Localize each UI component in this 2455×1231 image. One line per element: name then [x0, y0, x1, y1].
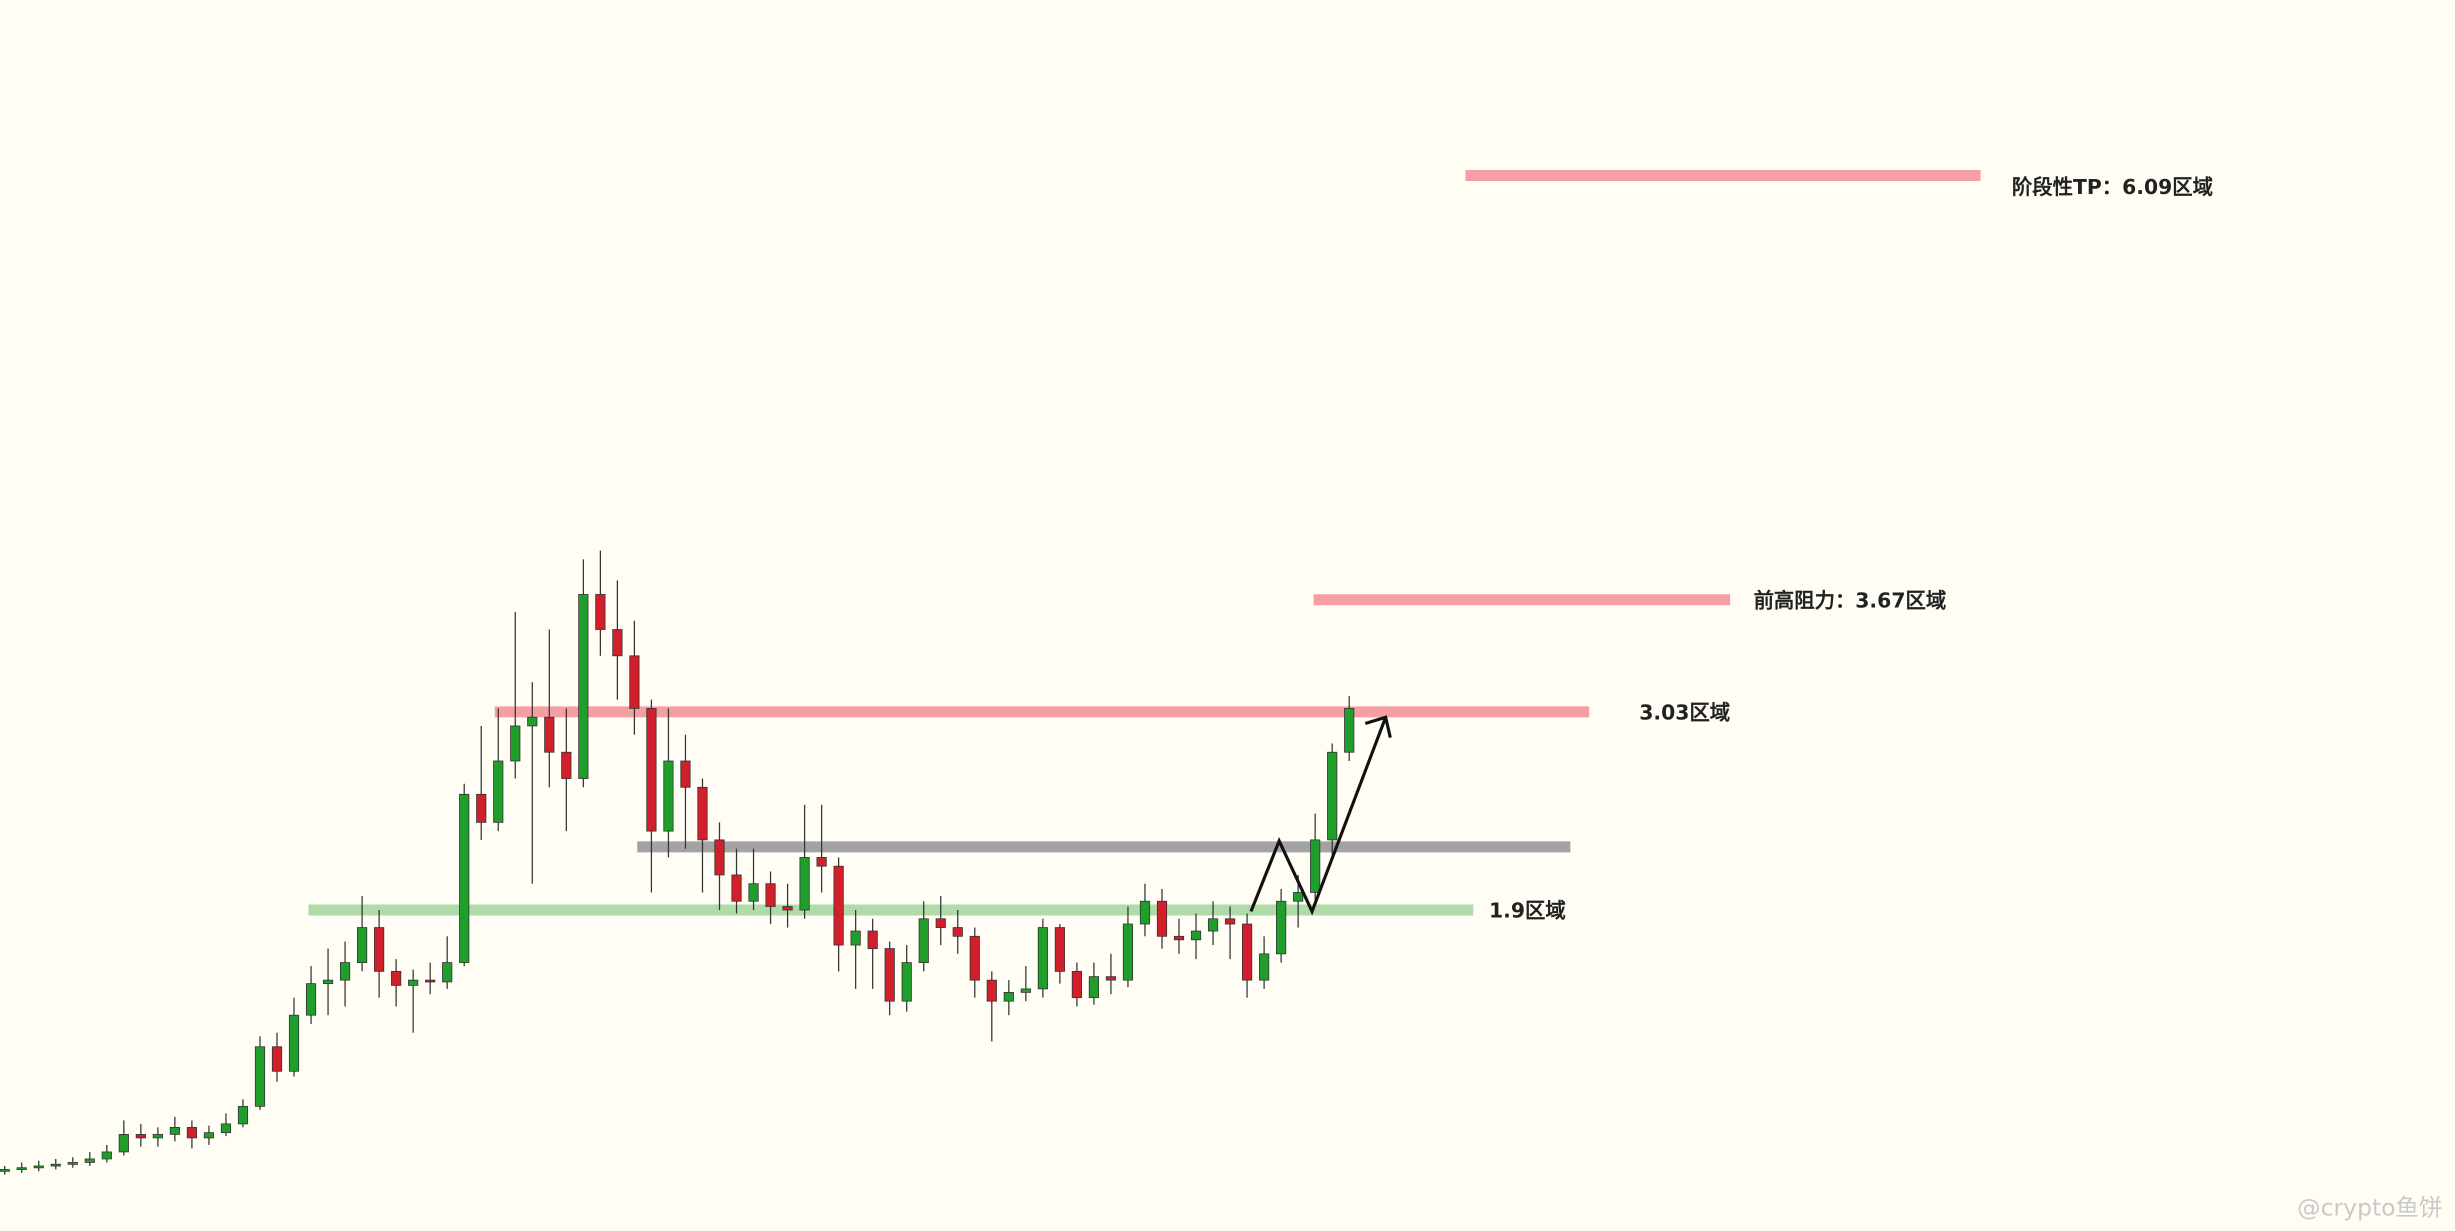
candle-body [1241, 923, 1253, 981]
candle-body [459, 793, 470, 963]
candle-body [408, 979, 419, 986]
candle-body [1071, 970, 1082, 999]
candle-body [527, 716, 538, 727]
candle-body [663, 760, 674, 832]
candle-body [544, 716, 555, 753]
candle-body [237, 1105, 249, 1125]
arrow [1249, 716, 1388, 916]
candle-body [680, 760, 691, 788]
candle-body [374, 927, 385, 972]
candle-body [1139, 900, 1151, 925]
candle-body [969, 935, 980, 981]
candle-body [271, 1046, 283, 1072]
candle-body [833, 865, 844, 946]
candle-body [867, 930, 878, 949]
candle-body [1088, 976, 1100, 999]
candle-body [101, 1151, 112, 1160]
candle-body [646, 708, 657, 832]
level-label: 3.03区域 [1639, 700, 1730, 724]
candle-body [595, 594, 606, 630]
candle-body [254, 1046, 266, 1107]
candle-body [850, 930, 861, 946]
candle-body [748, 883, 759, 902]
candle-body [1207, 918, 1219, 932]
candle-body [339, 962, 351, 981]
candle-body [918, 918, 929, 963]
candle-body [84, 1158, 95, 1163]
candle-body [884, 948, 895, 1002]
candle-body [765, 883, 776, 907]
candle-body [50, 1163, 61, 1167]
candle-body [816, 857, 827, 867]
candle-body [1173, 935, 1185, 941]
candle-body [1310, 839, 1321, 893]
candle-body [442, 962, 453, 983]
candle-body [731, 874, 742, 902]
candle-body [1122, 923, 1134, 981]
candle-body [0, 1169, 10, 1172]
candle-body [1003, 992, 1014, 1002]
candle-body [561, 751, 572, 779]
candle-body [1190, 930, 1202, 941]
candle-body [391, 970, 402, 986]
candle-body [288, 1014, 300, 1072]
candle-body [1037, 927, 1048, 990]
candle-body [476, 793, 487, 823]
candle-body [986, 979, 997, 1002]
arrow-head [1364, 715, 1392, 738]
candle-body [322, 979, 334, 985]
candle-body [118, 1134, 129, 1153]
level-label: 阶段性TP：6.09区域 [2012, 175, 2213, 199]
candle-body [152, 1134, 163, 1139]
candle-body [782, 906, 793, 911]
candle-body [935, 918, 946, 928]
candle-body [1293, 892, 1304, 902]
candle-body [1156, 900, 1168, 937]
candle-body [186, 1126, 197, 1139]
candle-body [510, 725, 521, 762]
candle-body [697, 786, 708, 841]
candle-body [305, 983, 317, 1016]
candle-body [612, 629, 623, 657]
level-label: 1.9区域 [1489, 899, 1566, 923]
candle-body [1259, 953, 1270, 981]
candle-body [220, 1123, 232, 1134]
candle-body [799, 857, 810, 911]
candle-body [952, 927, 963, 937]
candle-body [1105, 976, 1117, 981]
candle-body [135, 1134, 146, 1139]
candle-body [1020, 988, 1031, 993]
candle-body [1344, 708, 1355, 753]
candle-body [357, 927, 368, 963]
candle-body [1224, 918, 1236, 925]
candle-body [629, 655, 640, 709]
candle-body [16, 1167, 27, 1170]
candle-body [493, 760, 504, 823]
candle-body [1327, 751, 1338, 841]
candle-body [1054, 927, 1065, 972]
candle-body [203, 1132, 215, 1139]
candle-body [578, 594, 589, 779]
candle-body [67, 1162, 78, 1165]
level-label: 前高阻力：3.67区域 [1754, 588, 1947, 612]
candle-body [901, 962, 912, 1002]
watermark: @crypto鱼饼 [2297, 1193, 2442, 1221]
candle-body [33, 1165, 44, 1169]
candle-body [714, 839, 725, 876]
candle-body [169, 1126, 180, 1135]
candle-body [425, 979, 436, 983]
candle-body [1276, 900, 1287, 955]
